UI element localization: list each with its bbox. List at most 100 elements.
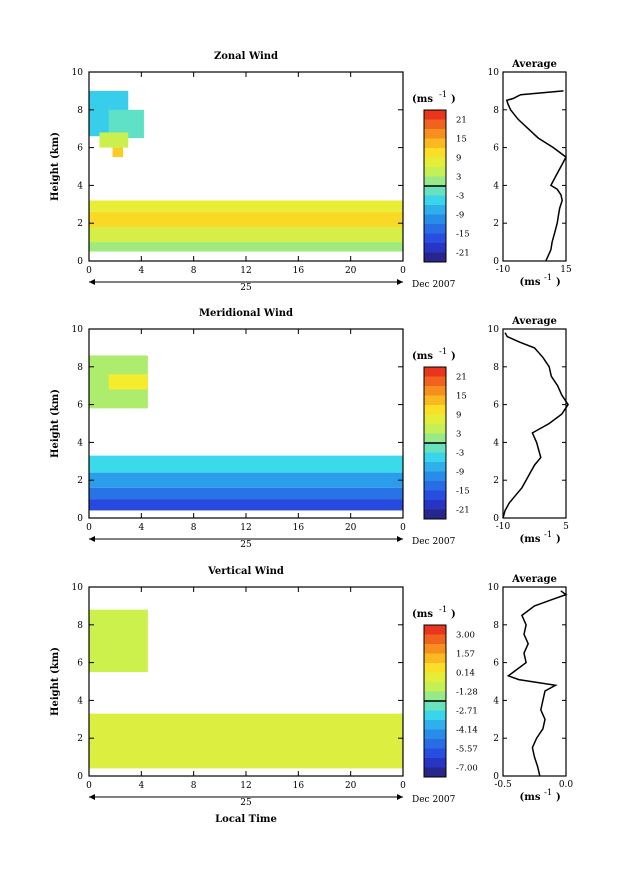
avg-unit-exp: -1 [544, 530, 552, 540]
y-axis-label: Height (km) [50, 647, 61, 716]
colorbar-band [424, 138, 446, 149]
colorbar-band [424, 644, 446, 654]
x-tick-label: 12 [240, 266, 251, 276]
colorbar-unit-close: ) [451, 351, 456, 362]
colorbar-band [424, 186, 446, 196]
y-tick-label: 0 [77, 514, 83, 524]
colorbar-tick-label: -21 [456, 506, 470, 516]
y-tick-label: 2 [77, 734, 83, 744]
heatmap-cell [89, 211, 403, 227]
average-title: Average [511, 316, 557, 327]
day-axis-arrow [397, 536, 403, 542]
heatmap-cell [89, 242, 403, 252]
avg-x-tick-label: 5 [563, 522, 569, 532]
colorbar-tick-label: 3 [456, 173, 461, 183]
panel-title: Zonal Wind [214, 51, 278, 62]
day-axis-arrow [397, 279, 403, 285]
avg-y-tick-label: 2 [493, 734, 499, 744]
colorbar-tick-label: 3.00 [456, 631, 475, 641]
colorbar-band [424, 110, 446, 120]
avg-x-tick-label: -0.5 [494, 780, 512, 790]
avg-y-tick-label: 10 [488, 68, 500, 78]
colorbar-band [424, 691, 446, 702]
date-label: Dec 2007 [412, 537, 456, 547]
colorbar-band [424, 509, 446, 520]
y-tick-label: 10 [72, 68, 84, 78]
colorbar-tick-label: -7.00 [456, 764, 478, 774]
average-title: Average [511, 574, 557, 585]
x-tick-label: 4 [138, 266, 144, 276]
colorbar-band [424, 405, 446, 415]
day-axis-arrow [397, 794, 403, 800]
y-tick-label: 10 [72, 583, 84, 593]
colorbar-unit: (ms [412, 351, 433, 362]
avg-x-tick-label: 15 [560, 265, 572, 275]
average-profile-line [506, 590, 568, 777]
avg-y-tick-label: 6 [493, 401, 499, 411]
avg-y-tick-label: 2 [493, 476, 499, 486]
y-tick-label: 0 [77, 772, 83, 782]
colorbar-band [424, 224, 446, 234]
colorbar-band [424, 195, 446, 206]
y-tick-label: 8 [77, 621, 83, 631]
x-tick-label: 20 [345, 266, 357, 276]
colorbar-tick-label: 9 [456, 154, 461, 164]
avg-y-tick-label: 4 [493, 438, 499, 448]
y-tick-label: 4 [77, 696, 83, 706]
average-frame [502, 586, 567, 777]
avg-y-tick-label: 10 [488, 325, 500, 335]
avg-y-tick-label: 0 [493, 514, 499, 524]
colorbar-band [424, 500, 446, 510]
colorbar-band [424, 672, 446, 683]
colorbar-band [424, 767, 446, 778]
y-tick-label: 0 [77, 257, 83, 267]
colorbar-tick-label: -1.28 [456, 688, 478, 698]
average-frame [502, 71, 567, 262]
colorbar-band [424, 653, 446, 664]
x-tick-label: 12 [240, 781, 251, 791]
colorbar-tick-label: -9 [456, 211, 464, 221]
colorbar-band [424, 148, 446, 158]
colorbar-tick-label: -2.71 [456, 707, 478, 717]
avg-y-tick-label: 8 [493, 363, 499, 373]
x-tick-label: 16 [293, 266, 305, 276]
avg-unit: (ms [520, 277, 541, 288]
average-profile-line [505, 90, 567, 262]
heatmap-cell [89, 472, 403, 488]
x-tick-label: 12 [240, 523, 251, 533]
y-tick-label: 2 [77, 476, 83, 486]
day-label: 25 [240, 540, 252, 550]
x-tick-label: 20 [345, 781, 357, 791]
x-tick-label: 4 [138, 523, 144, 533]
colorbar-band [424, 701, 446, 711]
colorbar-band [424, 634, 446, 645]
x-tick-label: 0 [86, 781, 92, 791]
colorbar-band [424, 748, 446, 759]
x-tick-label: 8 [191, 266, 197, 276]
colorbar-tick-label: 15 [456, 392, 467, 402]
heatmap-cell [89, 609, 148, 673]
colorbar-tick-label: -9 [456, 468, 464, 478]
colorbar-band [424, 367, 446, 377]
colorbar-band [424, 214, 446, 225]
colorbar-band [424, 386, 446, 396]
heatmap-cell [89, 499, 403, 511]
avg-unit-exp: -1 [544, 273, 552, 283]
colorbar-band [424, 443, 446, 453]
avg-y-tick-label: 4 [493, 696, 499, 706]
x-tick-label: 0 [400, 266, 406, 276]
colorbar-unit-exp: -1 [439, 605, 447, 615]
avg-x-tick-label: 0.0 [559, 780, 574, 790]
day-axis-arrow [89, 794, 95, 800]
avg-x-tick-label: -10 [496, 522, 511, 532]
colorbar-band [424, 157, 446, 168]
colorbar-tick-label: -21 [456, 249, 470, 259]
colorbar-tick-label: -3 [456, 449, 464, 459]
avg-y-tick-label: 6 [493, 144, 499, 154]
average-title: Average [511, 59, 557, 70]
y-axis-label: Height (km) [50, 132, 61, 201]
heatmap-cell [89, 713, 403, 769]
colorbar-band [424, 739, 446, 749]
colorbar-band [424, 663, 446, 673]
